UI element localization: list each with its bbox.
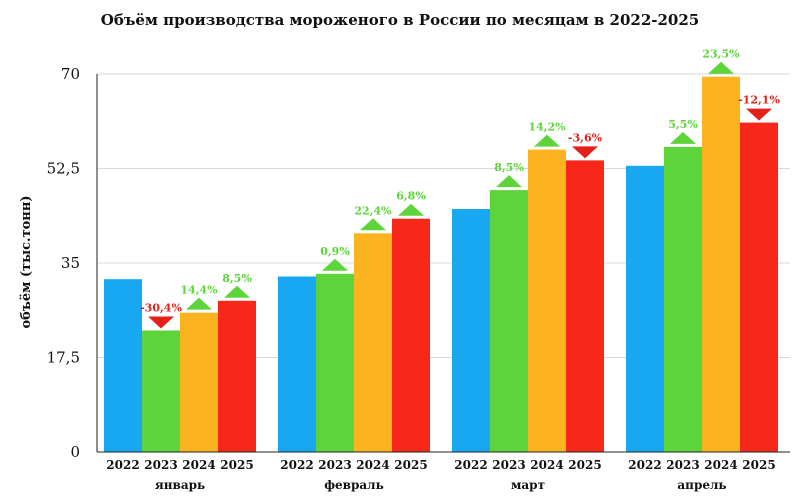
x-tick-label: 2025 bbox=[220, 458, 253, 472]
increase-arrow-icon bbox=[398, 203, 424, 216]
category-label: январь bbox=[155, 478, 205, 492]
chart-title: Объём производства мороженого в России п… bbox=[101, 11, 699, 29]
bar bbox=[490, 190, 528, 452]
bar bbox=[740, 122, 778, 452]
bar bbox=[142, 330, 180, 452]
decrease-arrow-icon bbox=[572, 146, 598, 159]
bar bbox=[392, 218, 430, 452]
y-tick-label: 70 bbox=[61, 65, 80, 83]
change-label: 5,5% bbox=[668, 118, 698, 131]
bar bbox=[316, 273, 354, 452]
bar bbox=[354, 233, 392, 452]
category-label: апрель bbox=[677, 478, 726, 492]
x-tick-label: 2025 bbox=[568, 458, 601, 472]
y-tick-label: 52,5 bbox=[47, 160, 80, 178]
bar bbox=[702, 76, 740, 452]
y-tick-label: 0 bbox=[70, 443, 80, 461]
change-label: -12,1% bbox=[738, 94, 780, 107]
x-tick-label: 2022 bbox=[106, 458, 139, 472]
x-tick-label: 2025 bbox=[742, 458, 775, 472]
annotations-layer: -30,4% 14,4% 8,5% 0,9% 22,4% 6,8% 8,5% 14,2%-3,… bbox=[140, 48, 780, 329]
increase-arrow-icon bbox=[496, 175, 522, 188]
change-label: -30,4% bbox=[140, 302, 182, 315]
increase-arrow-icon bbox=[534, 134, 560, 147]
x-tick-label: 2024 bbox=[704, 458, 737, 472]
x-tick-label: 2023 bbox=[318, 458, 351, 472]
y-axis-label: объём (тыс.тонн) bbox=[19, 196, 34, 329]
x-tick-label: 2022 bbox=[280, 458, 313, 472]
bar bbox=[180, 312, 218, 452]
change-label: 8,5% bbox=[494, 161, 524, 174]
bar bbox=[278, 276, 316, 452]
change-label: -3,6% bbox=[568, 131, 603, 144]
increase-arrow-icon bbox=[708, 61, 734, 74]
x-tick-label: 2022 bbox=[454, 458, 487, 472]
x-tick-label: 2024 bbox=[182, 458, 215, 472]
change-label: 8,5% bbox=[222, 272, 252, 285]
decrease-arrow-icon bbox=[746, 108, 772, 121]
increase-arrow-icon bbox=[670, 131, 696, 144]
change-label: 22,4% bbox=[354, 204, 392, 217]
category-label: февраль bbox=[324, 478, 384, 492]
increase-arrow-icon bbox=[360, 218, 386, 231]
axis-layer: 0 17,5 35 52,5 70 2022 2023 2024 2025 январь 2022 2… bbox=[47, 65, 790, 492]
category-label: март bbox=[511, 478, 545, 492]
bar bbox=[218, 300, 256, 452]
bar bbox=[528, 149, 566, 452]
x-tick-label: 2024 bbox=[530, 458, 563, 472]
y-tick-label: 17,5 bbox=[47, 349, 80, 367]
bar bbox=[104, 279, 142, 452]
increase-arrow-icon bbox=[224, 285, 250, 298]
x-tick-label: 2025 bbox=[394, 458, 427, 472]
change-label: 14,4% bbox=[180, 284, 218, 297]
increase-arrow-icon bbox=[186, 297, 212, 310]
x-tick-label: 2022 bbox=[628, 458, 661, 472]
change-label: 23,5% bbox=[702, 48, 740, 61]
bar bbox=[664, 146, 702, 452]
bar bbox=[626, 165, 664, 453]
x-tick-label: 2023 bbox=[492, 458, 525, 472]
bar bbox=[452, 209, 490, 452]
y-tick-label: 35 bbox=[61, 254, 80, 272]
change-label: 0,9% bbox=[320, 245, 350, 258]
change-label: 6,8% bbox=[396, 190, 426, 203]
x-tick-label: 2023 bbox=[144, 458, 177, 472]
bars-layer bbox=[104, 76, 778, 453]
bar bbox=[566, 160, 604, 452]
decrease-arrow-icon bbox=[148, 316, 174, 329]
x-tick-label: 2023 bbox=[666, 458, 699, 472]
increase-arrow-icon bbox=[322, 258, 348, 271]
x-tick-label: 2024 bbox=[356, 458, 389, 472]
change-label: 14,2% bbox=[528, 121, 566, 134]
